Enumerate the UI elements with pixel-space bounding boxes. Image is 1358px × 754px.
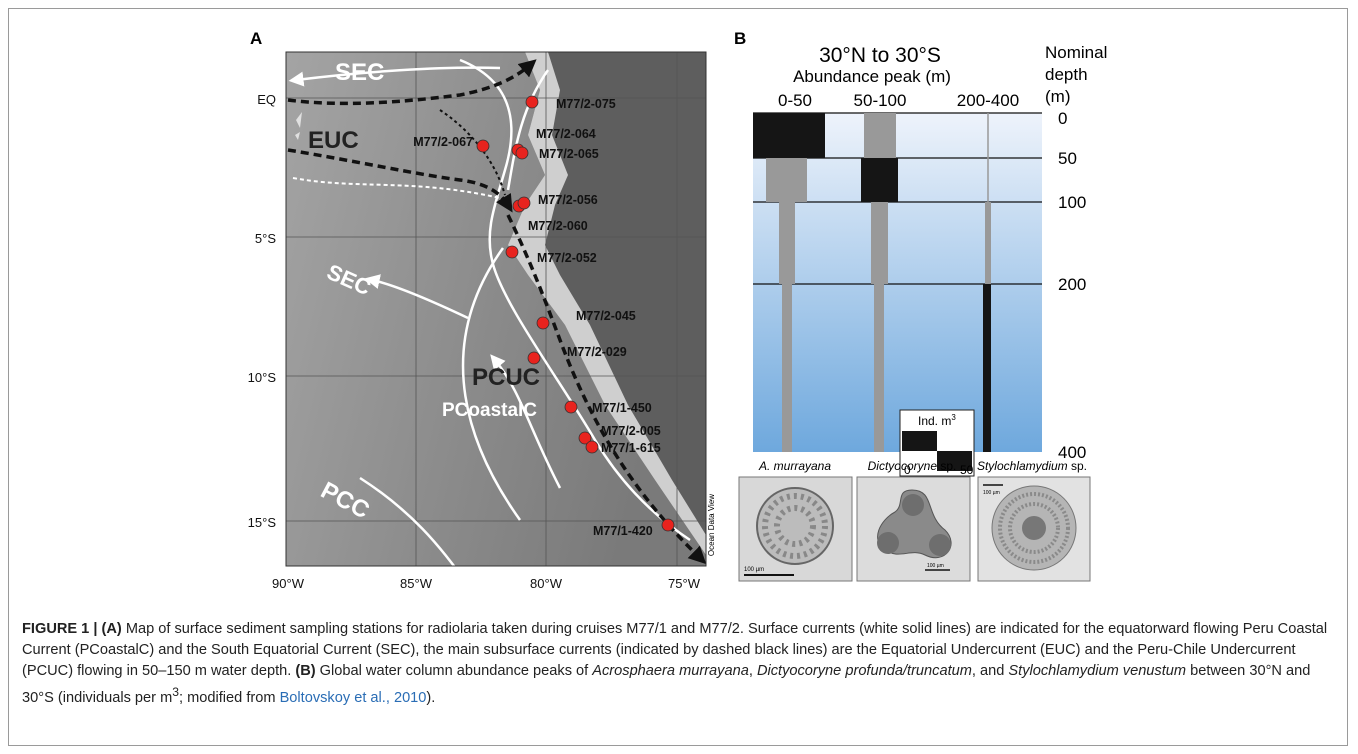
species-name: Dictyocoryne profunda/truncatum <box>757 663 972 679</box>
species-name: Stylochlamydium venustum <box>1008 663 1186 679</box>
species-label: A. murrayana <box>758 459 831 473</box>
station-label: M77/2-067 <box>413 135 473 149</box>
station-label: M77/2-075 <box>556 97 616 111</box>
panel-title: 30°N to 30°S <box>819 44 941 67</box>
figure-caption: FIGURE 1 | (A) Map of surface sediment s… <box>22 619 1340 709</box>
caption-text: ; modified from <box>179 690 280 706</box>
panel-label: B <box>734 29 746 48</box>
lon-label: 80°W <box>530 576 563 591</box>
current-label: SEC <box>335 59 384 86</box>
station-label: M77/1-450 <box>592 401 652 415</box>
depth-title: (m) <box>1045 87 1070 106</box>
map: SEC EUC SEC PCUC PCoastalC PCC M77/2-075… <box>286 52 706 588</box>
current-label: PCUC <box>472 364 540 391</box>
lon-label: 85°W <box>400 576 433 591</box>
column-label: 50-100 <box>854 91 907 110</box>
legend-max: 50 <box>960 463 974 477</box>
station-label: M77/2-029 <box>567 345 627 359</box>
water-column <box>753 113 1042 452</box>
station-label: M77/2-065 <box>539 147 599 161</box>
legend-title: Ind. m3 <box>918 413 956 428</box>
caption-sup: 3 <box>172 685 179 699</box>
station-label: M77/1-615 <box>601 441 661 455</box>
station-label: M77/2-060 <box>528 219 588 233</box>
caption-text: , <box>749 663 757 679</box>
species-label: Dictyocoryne sp. <box>868 459 957 473</box>
current-label: PCoastalC <box>442 400 537 421</box>
station-label: M77/1-420 <box>593 524 653 538</box>
page: A SEC EUC SEC PCUC PCoastalC PCC M77/2-0… <box>0 0 1358 754</box>
caption-text: Global water column abundance peaks of <box>316 663 593 679</box>
station-label: M77/2-005 <box>601 424 661 438</box>
column-label: 0-50 <box>778 91 812 110</box>
depth-label: 100 <box>1058 193 1086 212</box>
micrographs: 100 µm 100 µm 100 µm <box>739 477 1090 581</box>
caption-label: (B) <box>295 663 315 679</box>
station-label: M77/2-052 <box>537 251 597 265</box>
station-label: M77/2-056 <box>538 193 598 207</box>
panel-subtitle: Abundance peak (m) <box>793 67 951 86</box>
caption-label: FIGURE 1 | (A) <box>22 621 122 637</box>
scale-bar-label: 100 µm <box>983 490 1000 496</box>
station-label: M77/2-045 <box>576 309 636 323</box>
depth-title: depth <box>1045 65 1088 84</box>
lat-label: 15°S <box>248 515 277 530</box>
lon-label: 75°W <box>668 576 701 591</box>
depth-label: 50 <box>1058 149 1077 168</box>
depth-label: 0 <box>1058 109 1067 128</box>
panel-label: A <box>250 29 262 48</box>
depth-title: Nominal <box>1045 43 1107 62</box>
source-label: Ocean Data View <box>707 494 716 556</box>
column-label: 200-400 <box>957 91 1019 110</box>
figure: A SEC EUC SEC PCUC PCoastalC PCC M77/2-0… <box>0 0 1358 610</box>
species-label: Stylochlamydium sp. <box>977 459 1087 473</box>
lat-label: 5°S <box>255 231 276 246</box>
depth-label: 200 <box>1058 275 1086 294</box>
lon-label: 90°W <box>272 576 305 591</box>
station-label: M77/2-064 <box>536 127 596 141</box>
caption-text: , and <box>972 663 1009 679</box>
lat-label: 10°S <box>248 370 277 385</box>
lat-label: EQ <box>257 92 276 107</box>
caption-text: ). <box>426 690 435 706</box>
reference-link[interactable]: Boltovskoy et al., 2010 <box>280 690 427 706</box>
current-label: EUC <box>308 127 359 154</box>
scale-bar-label: 100 µm <box>744 567 764 573</box>
scale-bar-label: 100 µm <box>927 563 944 569</box>
species-name: Acrosphaera murrayana <box>592 663 749 679</box>
